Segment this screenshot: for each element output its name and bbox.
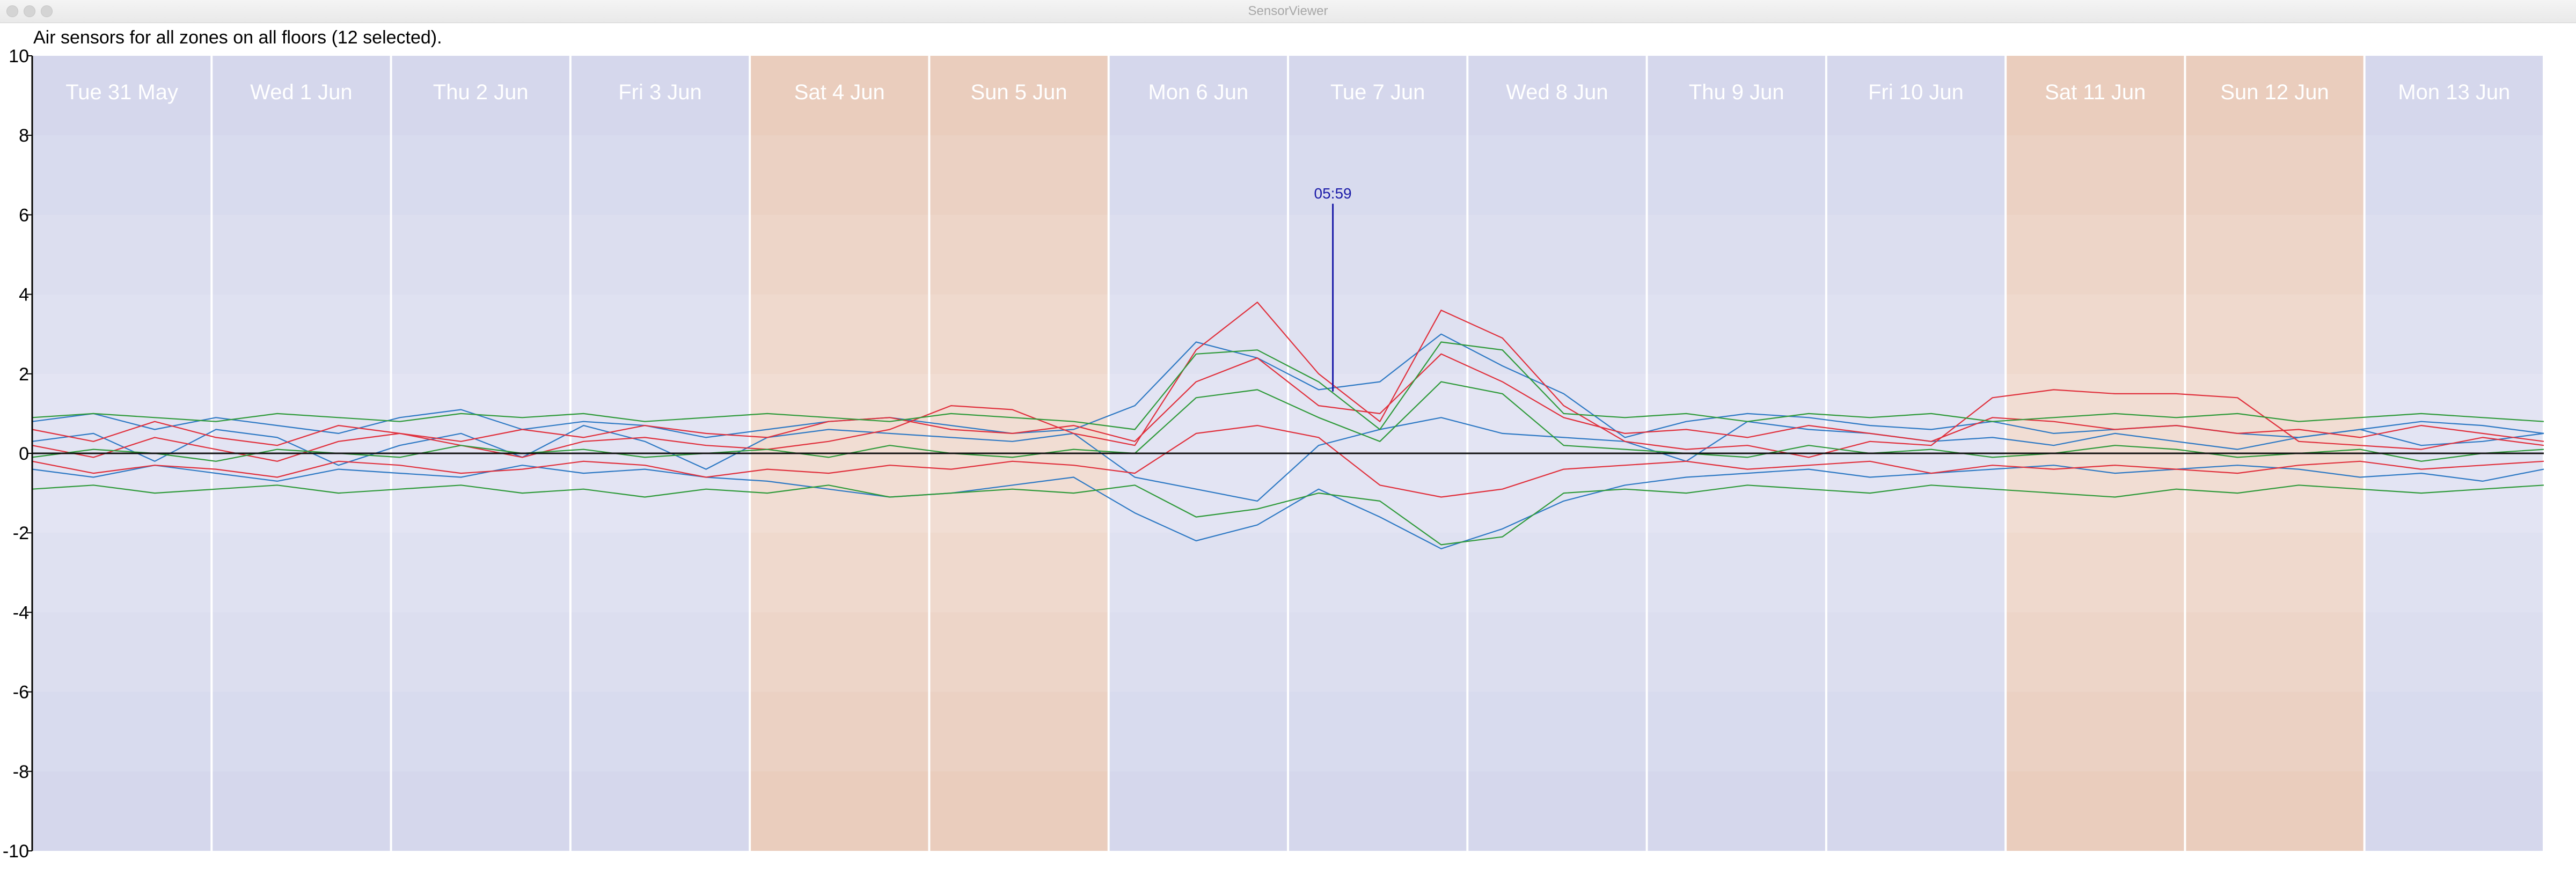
day-label: Tue 7 Jun — [1330, 80, 1425, 104]
value-stripe — [32, 453, 2544, 533]
day-label: Wed 8 Jun — [1506, 80, 1608, 104]
y-tick-label: -10 — [3, 841, 29, 862]
day-label: Mon 13 Jun — [2398, 80, 2510, 104]
time-marker: 05:59 — [1314, 185, 1352, 392]
series-line-green — [32, 484, 2544, 546]
value-stripe — [32, 692, 2544, 771]
series-line-blue — [32, 417, 2544, 502]
close-window-button[interactable] — [6, 5, 18, 17]
y-tick-label: 2 — [19, 364, 29, 385]
value-stripe — [32, 294, 2544, 374]
y-tick-label: 0 — [19, 444, 29, 464]
y-axis: -10 -8 -6 -4 -2 0 2 4 6 8 10 — [3, 46, 33, 862]
day-label: Wed 1 Jun — [250, 80, 353, 104]
value-stripe — [32, 771, 2544, 851]
value-stripes — [32, 56, 2544, 851]
value-stripe — [32, 56, 2544, 136]
day-label: Fri 3 Jun — [618, 80, 702, 104]
y-tick-label: -2 — [13, 523, 29, 543]
y-tick-label: 8 — [19, 126, 29, 146]
value-stripe — [32, 612, 2544, 692]
day-label: Sat 4 Jun — [794, 80, 885, 104]
window-titlebar: SensorViewer — [0, 0, 2576, 23]
y-tick-label: 10 — [9, 46, 29, 67]
y-tick-label: 4 — [19, 285, 29, 305]
window-title: SensorViewer — [1248, 4, 1328, 18]
day-label: Sun 12 Jun — [2220, 80, 2329, 104]
y-tick-label: 6 — [19, 205, 29, 225]
value-stripe — [32, 215, 2544, 295]
day-label: Sat 11 Jun — [2045, 80, 2146, 104]
day-labels: Tue 31 May Wed 1 Jun Thu 2 Jun Fri 3 Jun Sat… — [65, 80, 2510, 104]
series-line-green — [32, 341, 2544, 430]
minimize-window-button[interactable] — [24, 5, 35, 17]
series-line-red — [32, 302, 2544, 462]
y-tick-label: -8 — [13, 762, 29, 782]
day-label: Thu 2 Jun — [433, 80, 529, 104]
value-stripe — [32, 373, 2544, 453]
day-label: Fri 10 Jun — [1868, 80, 1964, 104]
day-label: Tue 31 May — [65, 80, 178, 104]
series-line-green — [32, 381, 2544, 462]
sensor-series — [32, 302, 2544, 549]
marker-label: 05:59 — [1314, 185, 1352, 202]
value-stripe — [32, 135, 2544, 215]
day-label: Mon 6 Jun — [1148, 80, 1248, 104]
series-line-blue — [32, 465, 2544, 549]
day-label: Thu 9 Jun — [1689, 80, 1784, 104]
y-tick-label: -4 — [13, 602, 29, 623]
series-line-red — [32, 424, 2544, 498]
zoom-window-button[interactable] — [41, 5, 53, 17]
value-stripe — [32, 533, 2544, 613]
series-line-red — [32, 353, 2544, 446]
day-label: Sun 5 Jun — [971, 80, 1067, 104]
chart-heading: Air sensors for all zones on all floors … — [33, 27, 442, 48]
y-tick-label: -6 — [13, 682, 29, 703]
